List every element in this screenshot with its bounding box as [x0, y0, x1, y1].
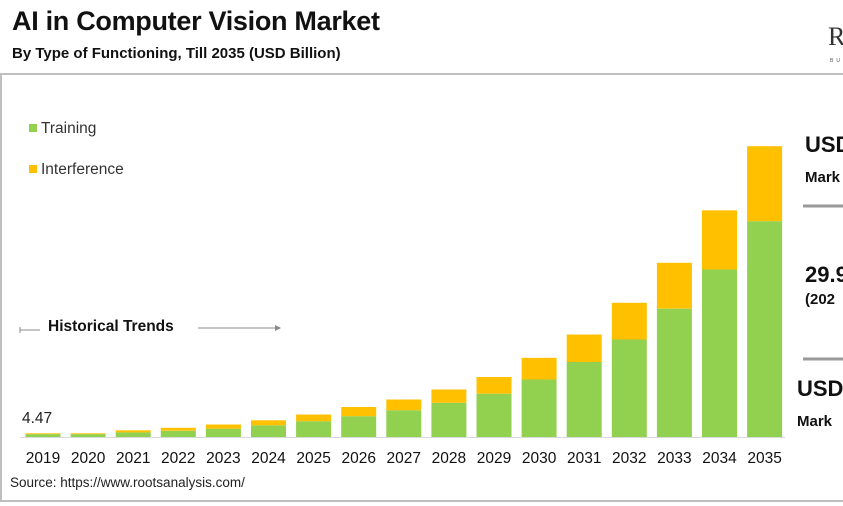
legend-item-training: Training [29, 120, 96, 138]
legend-label-interference: Interference [41, 161, 124, 178]
frame-bottom-border [0, 500, 843, 502]
bar-interference-2027 [386, 399, 422, 411]
side-panel-line3: 29.9 [805, 262, 843, 287]
bar-training-2026 [341, 416, 377, 437]
bar-training-2023 [205, 428, 241, 437]
bar-interference-2035 [747, 146, 783, 222]
side-panel-line2: Mark [805, 169, 841, 186]
x-tick-label-2031: 2031 [567, 450, 601, 467]
x-tick-label-2035: 2035 [747, 450, 781, 467]
historical-trends-arrow [19, 325, 281, 333]
bar-interference-2026 [341, 407, 377, 417]
historical-trends-label: Historical Trends [48, 318, 174, 335]
bar-training-2033 [656, 308, 692, 437]
side-panel-line6: Mark [797, 413, 833, 430]
source-note: Source: https://www.rootsanalysis.com/ [10, 475, 245, 490]
bar-training-2035 [747, 221, 783, 437]
bar-training-2029 [476, 393, 512, 437]
bar-training-2021 [115, 432, 151, 437]
bar-interference-2029 [476, 377, 512, 394]
x-tick-label-2025: 2025 [296, 450, 330, 467]
bar-interference-2032 [611, 302, 647, 340]
chart-subtitle: By Type of Functioning, Till 2035 (USD B… [12, 45, 341, 62]
x-tick-label-2020: 2020 [71, 450, 106, 467]
bar-training-2034 [702, 269, 737, 437]
bar-training-2024 [251, 425, 286, 437]
bar-training-2027 [386, 410, 422, 437]
bar-training-2020 [70, 434, 106, 437]
bar-training-2025 [296, 421, 332, 437]
legend-swatch-training [29, 124, 37, 132]
x-tick-label-2019: 2019 [26, 450, 60, 467]
bar-training-2028 [431, 402, 467, 437]
bar-interference-2024 [251, 420, 286, 426]
x-tick-label-2029: 2029 [477, 450, 511, 467]
x-tick-label-2034: 2034 [702, 450, 737, 467]
brand-logo-subtext: BU [830, 58, 843, 64]
bar-interference-2023 [205, 424, 241, 429]
side-panel-rules [803, 204, 843, 361]
bar-interference-2020 [70, 433, 106, 435]
x-tick-label-2026: 2026 [341, 450, 375, 467]
brand-logo: R [828, 22, 843, 51]
x-tick-label-2021: 2021 [116, 450, 150, 467]
side-panel-line4: (202 [805, 291, 836, 308]
chart-title: AI in Computer Vision Market [12, 6, 380, 36]
x-tick-label-2022: 2022 [161, 450, 195, 467]
bar-training-2030 [521, 379, 557, 437]
legend-label-training: Training [41, 120, 97, 137]
bar-interference-2028 [431, 389, 467, 403]
x-tick-label-2032: 2032 [612, 450, 646, 467]
bar-training-2022 [160, 430, 196, 438]
bar-interference-2034 [702, 210, 737, 270]
bar-training-2032 [611, 339, 647, 437]
x-tick-label-2030: 2030 [522, 450, 557, 467]
legend-item-interference: Interference [29, 161, 124, 179]
bar-interference-2022 [160, 427, 196, 431]
bar-interference-2019 [25, 433, 61, 435]
side-panel-line1: USD [805, 132, 843, 157]
bar-interference-2030 [521, 357, 557, 380]
side-panel-line5: USD [797, 376, 843, 401]
legend-swatch-interference [29, 165, 37, 173]
x-tick-label-2028: 2028 [432, 450, 466, 467]
bar-interference-2033 [656, 262, 692, 309]
bar-interference-2025 [296, 414, 332, 422]
x-tick-label-2024: 2024 [251, 450, 286, 467]
x-tick-label-2033: 2033 [657, 450, 691, 467]
x-tick-label-2027: 2027 [387, 450, 421, 467]
bar-training-2019 [25, 434, 61, 437]
frame-left-border [0, 73, 2, 500]
bar-interference-2021 [115, 430, 151, 433]
frame-top-border [0, 73, 843, 75]
bar-interference-2031 [566, 334, 602, 362]
bar-training-2031 [566, 362, 602, 437]
x-tick-label-2023: 2023 [206, 450, 240, 467]
data-label-2019: 4.47 [22, 410, 52, 427]
